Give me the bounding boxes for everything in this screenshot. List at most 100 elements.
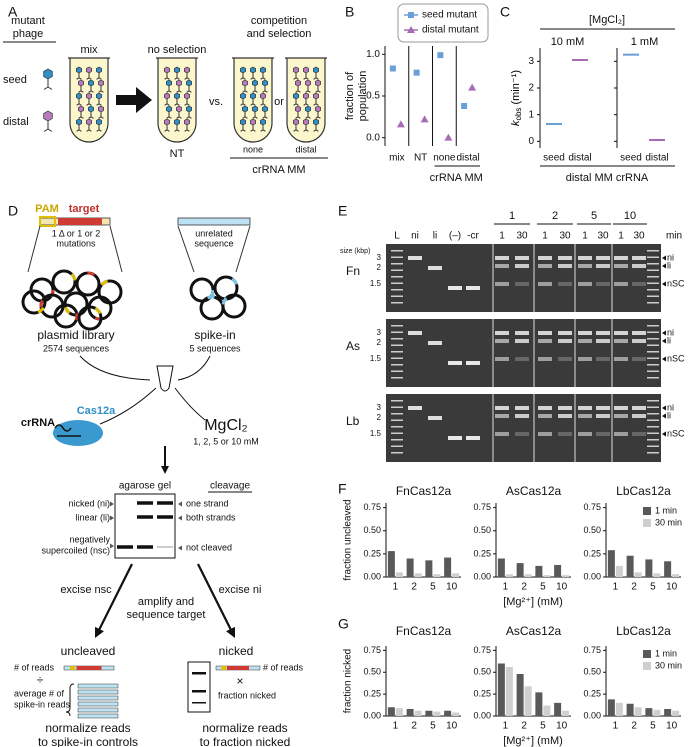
x-tick-label: 2 [631,582,637,593]
crrna [54,424,81,437]
row-label: As [346,339,360,353]
ladder-band [647,250,659,252]
gel-band [428,266,442,270]
read-pam [70,666,75,670]
pointer [178,545,182,551]
read-bar [77,713,119,719]
phage-leg [252,103,256,106]
x-tick-label: 2 [631,721,637,732]
ladder-band [391,325,403,327]
ladder-band [391,338,403,340]
phage-leg [305,90,309,93]
y-tick-label: 0.75 [583,502,601,512]
x-axis-label: [Mg²⁺] (mM) [503,735,563,747]
bar [645,559,653,577]
gel-band [578,414,592,418]
gel-band [408,256,422,260]
phage-head [78,105,84,113]
gel [386,319,661,387]
bar [505,574,513,577]
bar [607,699,615,716]
phage-head [303,92,309,100]
plasmid-target [29,277,55,303]
phage-head [242,105,248,113]
gel-band [515,256,529,260]
ladder-band [647,344,659,346]
bar [425,710,433,716]
band-label: ni [667,252,674,262]
phage-leg [176,116,180,119]
gel-band [558,414,572,418]
phage-leg [317,90,321,93]
gel-band [408,406,422,410]
legend-label: 30 min [655,660,682,670]
gel-band [192,690,206,693]
gel-band [578,357,592,361]
arrow-head [161,466,169,474]
subplot-title: 1 mM [631,36,659,48]
phage-head [76,66,82,74]
gel-band [614,339,628,343]
legend-swatch [643,507,651,515]
bar [626,555,634,577]
read-target [227,666,249,670]
phage-leg [78,77,82,80]
phage-head [250,92,256,100]
label: normalize reads [45,721,130,735]
phage-head [293,118,299,126]
ladder-band [647,419,659,421]
x-tick-label: 10 [446,721,458,732]
ladder-band [391,426,403,428]
gel-band [632,339,646,343]
ladder-band [391,413,403,415]
label: mutant [11,15,45,27]
x-tick-label: 5 [650,582,656,593]
phage-head [262,79,268,87]
phage-head [313,66,319,74]
lane-label: (–) [449,231,461,242]
pointer [662,255,666,261]
phage-leg [47,128,53,132]
legend-label: distal mutant [422,25,479,36]
phage-head [240,66,246,74]
phage-head [86,92,92,100]
label: size (kbp) [340,248,370,255]
ladder-band [647,263,659,265]
phage-leg [305,77,309,80]
size-label: 1.5 [370,429,382,438]
band-label: ni [667,327,674,337]
x-tick-label: distal [456,153,479,164]
label: × [236,674,243,688]
phage-leg [264,90,268,93]
gel [386,394,661,462]
phage-leg [98,103,102,106]
bar [672,710,680,716]
label: mix [80,44,98,56]
y-tick-label: 0.75 [473,645,491,655]
bar [524,686,532,716]
phage-leg [186,129,190,132]
phage-leg [98,129,102,132]
ladder-band [391,351,403,353]
gel-band [495,256,509,260]
bar [645,708,653,716]
legend-label: 1 min [655,648,677,658]
bracket [65,683,75,717]
lane-label: 30 [516,231,528,242]
gel-band [558,357,572,361]
gel-band [515,331,529,335]
x-tick-label: 10 [446,582,458,593]
phage-head [262,105,268,113]
y-tick-label: 0.25 [473,548,491,558]
phage-leg [78,103,82,106]
ladder-band [391,250,403,252]
ladder-band [391,295,403,297]
label: to spike-in controls [38,735,138,747]
ladder-band [391,357,403,359]
y-tick-label: 0.00 [363,571,381,581]
y-axis-label-part: k [510,120,522,126]
gel-band [632,406,646,410]
ladder-band [647,406,659,408]
label: nicked [219,644,254,658]
gel-band [578,331,592,335]
